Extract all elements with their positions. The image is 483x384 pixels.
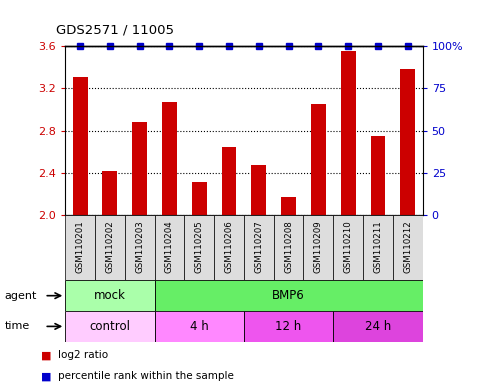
Bar [244,215,274,280]
Text: percentile rank within the sample: percentile rank within the sample [58,371,234,381]
Bar [162,102,177,215]
Text: log2 ratio: log2 ratio [58,350,108,360]
Bar [132,122,147,215]
Bar [281,197,296,215]
Text: GSM110203: GSM110203 [135,220,144,273]
Bar [393,215,423,280]
Text: GSM110209: GSM110209 [314,220,323,273]
Bar [400,70,415,215]
Bar [251,166,266,215]
Bar [95,215,125,280]
Text: GSM110202: GSM110202 [105,220,114,273]
Bar [155,215,185,280]
Text: 24 h: 24 h [365,320,391,333]
Text: GSM110210: GSM110210 [344,220,353,273]
Bar [214,215,244,280]
Text: ■: ■ [41,350,52,360]
Bar [303,215,333,280]
Text: GSM110201: GSM110201 [76,220,85,273]
Bar [65,311,155,342]
Text: GSM110208: GSM110208 [284,220,293,273]
Bar [155,280,423,311]
Bar [125,215,155,280]
Bar [370,136,385,215]
Text: mock: mock [94,289,126,302]
Bar [244,311,333,342]
Text: GSM110205: GSM110205 [195,220,204,273]
Bar [65,215,95,280]
Bar [333,215,363,280]
Text: agent: agent [5,291,37,301]
Text: ■: ■ [41,371,52,381]
Text: GSM110206: GSM110206 [225,220,233,273]
Text: GSM110212: GSM110212 [403,220,412,273]
Bar [363,215,393,280]
Text: 4 h: 4 h [190,320,209,333]
Bar [311,104,326,215]
Bar [155,311,244,342]
Text: BMP6: BMP6 [272,289,305,302]
Bar [185,215,214,280]
Text: GDS2571 / 11005: GDS2571 / 11005 [56,23,173,36]
Bar [72,77,87,215]
Text: control: control [89,320,130,333]
Bar [222,147,237,215]
Bar [274,215,303,280]
Text: 12 h: 12 h [275,320,302,333]
Bar [341,51,355,215]
Text: time: time [5,321,30,331]
Bar [65,280,155,311]
Text: GSM110204: GSM110204 [165,220,174,273]
Bar [333,311,423,342]
Bar [192,182,207,215]
Bar [102,170,117,215]
Text: GSM110211: GSM110211 [373,220,383,273]
Text: GSM110207: GSM110207 [255,220,263,273]
